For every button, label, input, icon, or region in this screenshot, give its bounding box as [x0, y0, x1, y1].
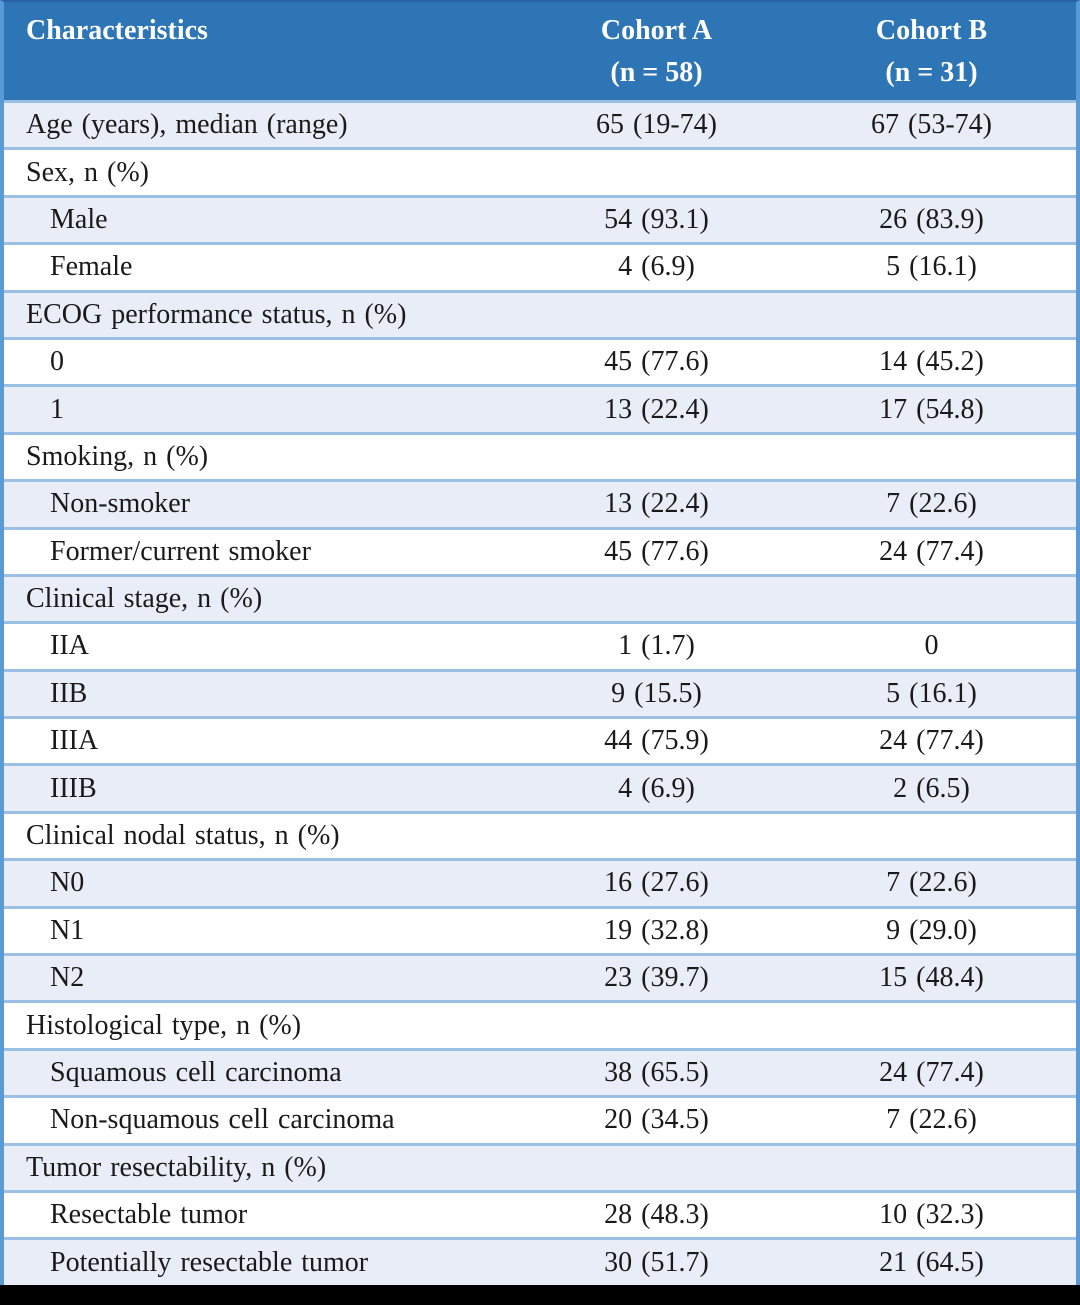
table-row: N2 23 (39.7) 15 (48.4)	[4, 953, 1076, 1001]
header-characteristics-label: Characteristics	[26, 15, 208, 46]
cohort-a-value: 23 (39.7)	[604, 962, 709, 994]
bottom-black-bar	[0, 1285, 1080, 1305]
cohort-b-value: 15 (48.4)	[879, 962, 984, 994]
table-row: 0 45 (77.6) 14 (45.2)	[4, 336, 1076, 385]
cohort-a-value: 65 (19-74)	[596, 109, 717, 141]
table-row: Resectable tumor 28 (48.3) 10 (32.3)	[4, 1189, 1076, 1238]
cohort-a-value: 13 (22.4)	[604, 488, 709, 520]
cohort-a-value: 54 (93.1)	[604, 203, 709, 235]
cohort-b-value: 67 (53-74)	[871, 109, 992, 141]
row-label: Sex, n (%)	[26, 156, 149, 188]
row-label: N2	[50, 962, 85, 994]
cohort-b-value: 24 (77.4)	[879, 1057, 984, 1088]
row-label: Non-smoker	[50, 488, 190, 520]
table-row: Potentially resectable tumor 30 (51.7) 2…	[4, 1237, 1076, 1285]
row-label: IIB	[50, 677, 88, 709]
cohort-a-value: 1 (1.7)	[618, 630, 695, 662]
table-row: Former/current smoker 45 (77.6) 24 (77.4…	[4, 526, 1076, 574]
row-label: Former/current smoker	[50, 535, 311, 567]
row-label: Non-squamous cell carcinoma	[50, 1104, 395, 1136]
row-label: Squamous cell carcinoma	[50, 1057, 342, 1088]
row-label: IIIB	[50, 772, 97, 804]
table-row: Clinical stage, n (%)	[4, 573, 1076, 622]
row-label: Potentially resectable tumor	[50, 1246, 369, 1278]
row-label: Histological type, n (%)	[26, 1009, 302, 1041]
cohort-a-value: 45 (77.6)	[604, 535, 709, 567]
cohort-a-value: 45 (77.6)	[604, 346, 709, 378]
row-label: Female	[50, 251, 133, 283]
table-row: N1 19 (32.8) 9 (29.0)	[4, 905, 1076, 954]
cohort-a-value: 4 (6.9)	[618, 772, 695, 804]
header-characteristics: Characteristics	[4, 10, 490, 100]
cohort-a-value: 30 (51.7)	[604, 1246, 709, 1278]
cohort-b-value: 24 (77.4)	[879, 535, 984, 567]
table-row: Age (years), median (range) 65 (19-74) 6…	[4, 100, 1076, 148]
cohort-b-value: 7 (22.6)	[886, 867, 977, 899]
table-row: Smoking, n (%)	[4, 431, 1076, 480]
row-label: Clinical nodal status, n (%)	[26, 820, 340, 852]
table-row: ECOG performance status, n (%)	[4, 289, 1076, 337]
row-label: N0	[50, 867, 85, 899]
table-row: Non-squamous cell carcinoma 20 (34.5) 7 …	[4, 1095, 1076, 1143]
row-label: Male	[50, 203, 108, 235]
header-cohort-a: Cohort A (n = 58)	[490, 10, 823, 100]
table-row: IIB 9 (15.5) 5 (16.1)	[4, 668, 1076, 717]
header-cohort-a-n: (n = 58)	[610, 57, 703, 88]
cohort-a-value: 44 (75.9)	[604, 725, 709, 757]
cohort-b-value: 0	[924, 630, 939, 662]
table-row: N0 16 (27.6) 7 (22.6)	[4, 858, 1076, 906]
row-label: IIIA	[50, 725, 99, 757]
cohort-b-value: 9 (29.0)	[886, 914, 977, 946]
row-label: Tumor resectability, n (%)	[26, 1151, 327, 1183]
table-row: Non-smoker 13 (22.4) 7 (22.6)	[4, 479, 1076, 527]
table-row: IIIB 4 (6.9) 2 (6.5)	[4, 763, 1076, 811]
cohort-b-value: 10 (32.3)	[879, 1199, 984, 1231]
table-row: Clinical nodal status, n (%)	[4, 810, 1076, 859]
cohort-b-value: 24 (77.4)	[879, 725, 984, 757]
table-row: Sex, n (%)	[4, 147, 1076, 195]
row-label: IIA	[50, 630, 89, 662]
cohort-a-value: 20 (34.5)	[604, 1104, 709, 1136]
cohort-b-value: 21 (64.5)	[879, 1246, 984, 1278]
cohort-b-value: 14 (45.2)	[879, 346, 984, 378]
table-header-row: Characteristics Cohort A (n = 58) Cohort…	[4, 2, 1076, 100]
row-label: N1	[50, 914, 85, 946]
table-row: 1 13 (22.4) 17 (54.8)	[4, 384, 1076, 432]
table-body: Age (years), median (range) 65 (19-74) 6…	[4, 100, 1076, 1285]
cohort-b-value: 26 (83.9)	[879, 203, 984, 235]
cohort-b-value: 5 (16.1)	[886, 251, 977, 283]
cohort-a-value: 28 (48.3)	[604, 1199, 709, 1231]
row-label: Age (years), median (range)	[26, 109, 348, 141]
cohort-a-value: 4 (6.9)	[618, 251, 695, 283]
table-row: IIIA 44 (75.9) 24 (77.4)	[4, 716, 1076, 764]
table-row: Tumor resectability, n (%)	[4, 1142, 1076, 1190]
cohort-a-value: 19 (32.8)	[604, 914, 709, 946]
header-cohort-b: Cohort B (n = 31)	[823, 10, 1076, 100]
row-label: ECOG performance status, n (%)	[26, 298, 407, 330]
table-row: Histological type, n (%)	[4, 1000, 1076, 1048]
table-row: Squamous cell carcinoma 38 (65.5) 24 (77…	[4, 1047, 1076, 1096]
row-label: Resectable tumor	[50, 1199, 248, 1231]
table-row: IIA 1 (1.7) 0	[4, 621, 1076, 669]
cohort-a-value: 38 (65.5)	[604, 1057, 709, 1088]
cohort-a-value: 13 (22.4)	[604, 393, 709, 425]
header-cohort-b-title: Cohort B	[875, 15, 988, 46]
cohort-b-value: 17 (54.8)	[879, 393, 984, 425]
row-label: Smoking, n (%)	[26, 440, 209, 472]
header-cohort-a-title: Cohort A	[600, 15, 713, 46]
header-cohort-b-n: (n = 31)	[885, 57, 978, 88]
table-row: Male 54 (93.1) 26 (83.9)	[4, 194, 1076, 243]
row-label: 1	[50, 393, 64, 425]
row-label: Clinical stage, n (%)	[26, 583, 263, 615]
cohort-a-value: 16 (27.6)	[604, 867, 709, 899]
table-row: Female 4 (6.9) 5 (16.1)	[4, 242, 1076, 290]
cohort-b-value: 7 (22.6)	[886, 488, 977, 520]
cohort-a-value: 9 (15.5)	[611, 677, 702, 709]
cohort-b-value: 7 (22.6)	[886, 1104, 977, 1136]
cohort-b-value: 2 (6.5)	[893, 772, 970, 804]
row-label: 0	[50, 346, 64, 378]
cohort-b-value: 5 (16.1)	[886, 677, 977, 709]
